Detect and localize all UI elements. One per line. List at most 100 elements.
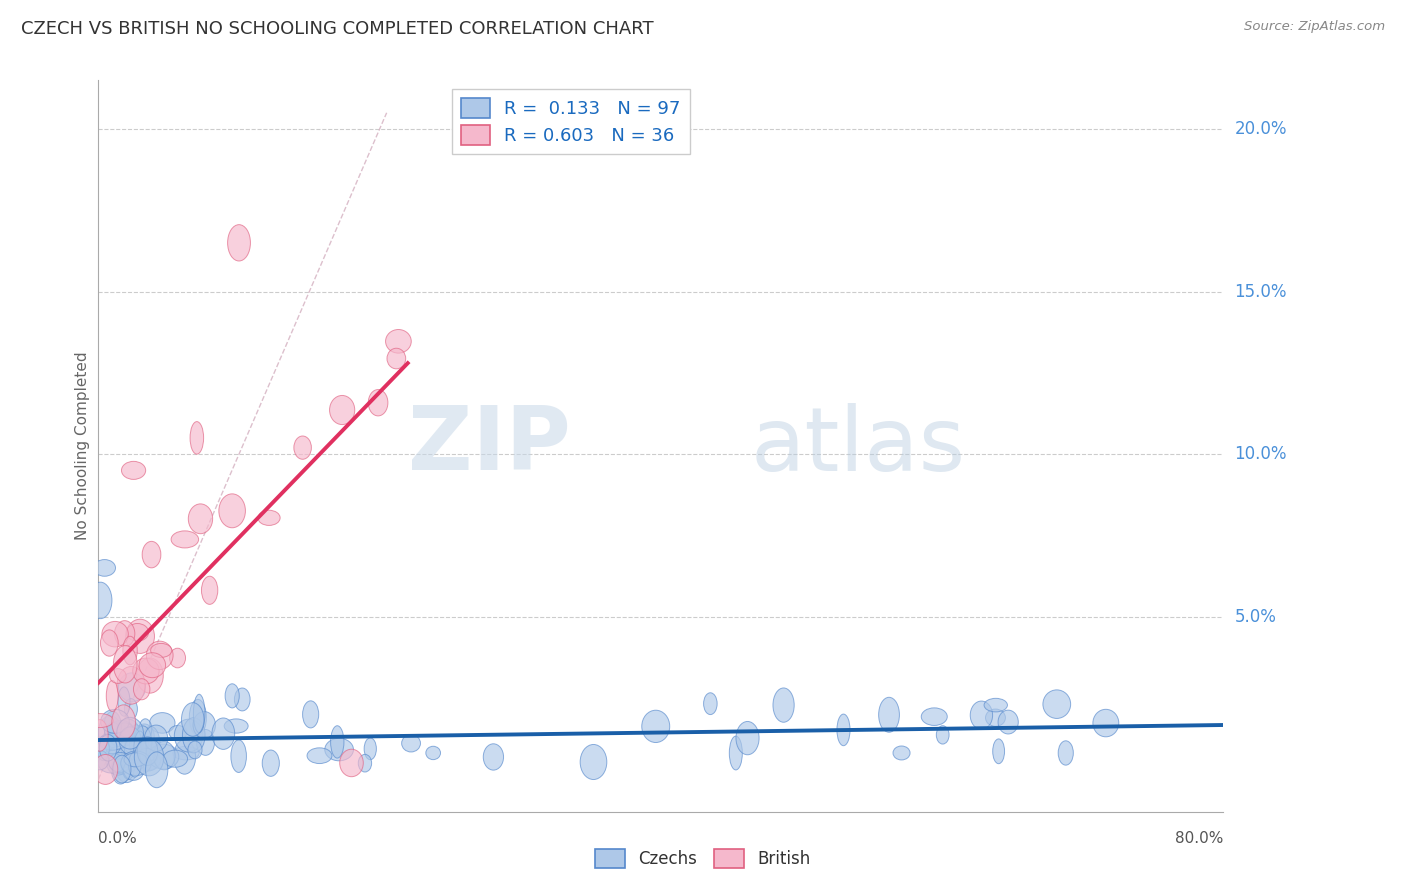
Ellipse shape bbox=[1059, 740, 1073, 765]
Ellipse shape bbox=[302, 701, 319, 728]
Ellipse shape bbox=[139, 719, 152, 739]
Ellipse shape bbox=[117, 723, 134, 740]
Ellipse shape bbox=[172, 531, 198, 548]
Ellipse shape bbox=[190, 422, 204, 454]
Legend: R =  0.133   N = 97, R = 0.603   N = 36: R = 0.133 N = 97, R = 0.603 N = 36 bbox=[451, 89, 690, 154]
Ellipse shape bbox=[188, 741, 202, 759]
Ellipse shape bbox=[173, 747, 200, 760]
Ellipse shape bbox=[984, 698, 1008, 712]
Ellipse shape bbox=[183, 718, 205, 753]
Ellipse shape bbox=[235, 688, 250, 711]
Ellipse shape bbox=[91, 720, 108, 751]
Ellipse shape bbox=[169, 725, 187, 739]
Ellipse shape bbox=[1043, 690, 1070, 718]
Ellipse shape bbox=[117, 717, 143, 749]
Ellipse shape bbox=[121, 734, 132, 761]
Ellipse shape bbox=[998, 710, 1018, 734]
Ellipse shape bbox=[153, 741, 176, 770]
Ellipse shape bbox=[127, 624, 149, 641]
Ellipse shape bbox=[193, 712, 215, 739]
Text: 15.0%: 15.0% bbox=[1234, 283, 1286, 301]
Ellipse shape bbox=[773, 688, 794, 723]
Ellipse shape bbox=[970, 701, 993, 730]
Ellipse shape bbox=[98, 754, 125, 773]
Ellipse shape bbox=[105, 747, 129, 775]
Ellipse shape bbox=[936, 726, 949, 744]
Ellipse shape bbox=[132, 658, 159, 684]
Ellipse shape bbox=[893, 746, 910, 760]
Ellipse shape bbox=[121, 461, 146, 479]
Ellipse shape bbox=[122, 636, 138, 665]
Ellipse shape bbox=[104, 723, 122, 755]
Ellipse shape bbox=[93, 741, 107, 756]
Text: atlas: atlas bbox=[751, 402, 966, 490]
Ellipse shape bbox=[231, 739, 246, 772]
Ellipse shape bbox=[135, 724, 155, 748]
Ellipse shape bbox=[181, 703, 204, 736]
Ellipse shape bbox=[94, 559, 115, 576]
Ellipse shape bbox=[201, 576, 218, 605]
Ellipse shape bbox=[730, 736, 742, 770]
Ellipse shape bbox=[173, 739, 195, 774]
Ellipse shape bbox=[138, 737, 157, 765]
Ellipse shape bbox=[735, 722, 759, 755]
Ellipse shape bbox=[114, 646, 136, 683]
Ellipse shape bbox=[307, 747, 332, 764]
Ellipse shape bbox=[100, 734, 117, 761]
Ellipse shape bbox=[139, 653, 166, 678]
Ellipse shape bbox=[986, 709, 1005, 726]
Text: CZECH VS BRITISH NO SCHOOLING COMPLETED CORRELATION CHART: CZECH VS BRITISH NO SCHOOLING COMPLETED … bbox=[21, 20, 654, 37]
Ellipse shape bbox=[225, 684, 239, 708]
Ellipse shape bbox=[330, 726, 344, 758]
Ellipse shape bbox=[190, 699, 207, 735]
Ellipse shape bbox=[134, 679, 150, 700]
Ellipse shape bbox=[837, 714, 851, 746]
Ellipse shape bbox=[108, 721, 135, 747]
Ellipse shape bbox=[114, 745, 139, 782]
Ellipse shape bbox=[385, 329, 412, 353]
Text: 20.0%: 20.0% bbox=[1234, 120, 1286, 138]
Ellipse shape bbox=[120, 727, 142, 755]
Ellipse shape bbox=[122, 757, 135, 780]
Ellipse shape bbox=[100, 630, 118, 657]
Ellipse shape bbox=[364, 738, 377, 760]
Ellipse shape bbox=[104, 711, 121, 741]
Ellipse shape bbox=[124, 760, 143, 780]
Ellipse shape bbox=[124, 753, 146, 767]
Ellipse shape bbox=[921, 708, 948, 725]
Ellipse shape bbox=[581, 745, 607, 780]
Ellipse shape bbox=[262, 750, 280, 776]
Ellipse shape bbox=[98, 733, 127, 750]
Ellipse shape bbox=[484, 744, 503, 770]
Ellipse shape bbox=[148, 744, 179, 769]
Text: 80.0%: 80.0% bbox=[1175, 831, 1223, 847]
Ellipse shape bbox=[146, 641, 173, 670]
Text: ZIP: ZIP bbox=[408, 402, 571, 490]
Ellipse shape bbox=[134, 730, 149, 763]
Ellipse shape bbox=[134, 726, 152, 759]
Ellipse shape bbox=[142, 726, 160, 764]
Ellipse shape bbox=[112, 705, 135, 739]
Ellipse shape bbox=[128, 752, 141, 777]
Ellipse shape bbox=[89, 582, 112, 619]
Ellipse shape bbox=[138, 748, 155, 762]
Ellipse shape bbox=[97, 737, 110, 761]
Ellipse shape bbox=[387, 348, 406, 368]
Ellipse shape bbox=[132, 750, 160, 772]
Ellipse shape bbox=[163, 750, 187, 767]
Ellipse shape bbox=[194, 694, 205, 732]
Legend: Czechs, British: Czechs, British bbox=[589, 843, 817, 875]
Ellipse shape bbox=[329, 395, 354, 425]
Ellipse shape bbox=[91, 750, 108, 770]
Ellipse shape bbox=[114, 621, 135, 647]
Ellipse shape bbox=[150, 643, 172, 657]
Ellipse shape bbox=[170, 648, 186, 668]
Ellipse shape bbox=[111, 754, 129, 784]
Ellipse shape bbox=[117, 719, 138, 738]
Ellipse shape bbox=[110, 669, 127, 683]
Text: 10.0%: 10.0% bbox=[1234, 445, 1286, 463]
Ellipse shape bbox=[134, 739, 162, 771]
Text: 5.0%: 5.0% bbox=[1234, 607, 1277, 625]
Ellipse shape bbox=[105, 723, 129, 749]
Ellipse shape bbox=[340, 749, 363, 777]
